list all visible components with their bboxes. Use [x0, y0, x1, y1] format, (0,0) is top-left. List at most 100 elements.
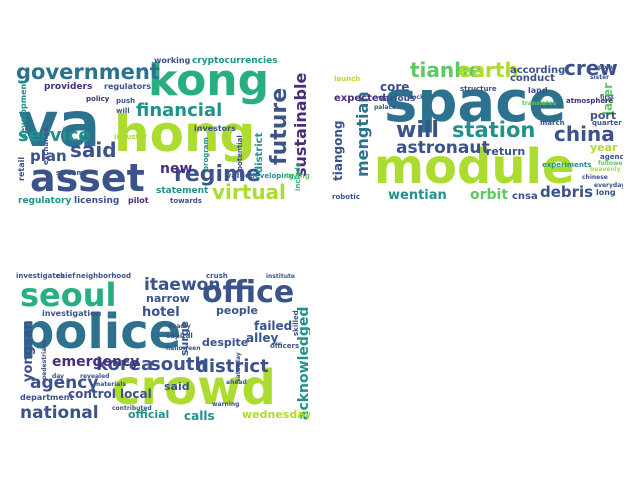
cloud-word: seoul [20, 276, 116, 314]
cloud-word: wednesday [242, 408, 310, 421]
cloud-word: debris [540, 183, 593, 201]
cloud-word: virtual [212, 180, 286, 204]
cloud-word: atmosphere [566, 97, 614, 105]
cloud-word: wentian [388, 188, 447, 203]
cloud-word: regulatory [18, 196, 71, 205]
cloud-word: retail [17, 157, 26, 181]
cloud-word: financial [136, 100, 222, 121]
cloud-word: contributed [112, 405, 152, 412]
word-cloud-2: space module tianhe earth crew station w… [328, 53, 623, 205]
cloud-word: calls [184, 409, 215, 422]
cloud-word: module [374, 139, 575, 195]
cloud-word: crowd [112, 360, 276, 416]
cloud-word: orbit [470, 187, 508, 203]
cloud-word: cnsa [512, 191, 538, 202]
cloud-word: kong [148, 55, 269, 106]
cloud-word: saturday [235, 352, 242, 382]
cloud-word: statement [156, 186, 209, 196]
cloud-word: day [52, 373, 64, 380]
cloud-word: surge [178, 321, 191, 356]
cloud-word: government [16, 60, 160, 84]
cloud-word: warning [212, 401, 239, 408]
cloud-word: district [196, 356, 269, 377]
cloud-word: earth [458, 58, 519, 82]
cloud-word: conduct [510, 73, 555, 84]
cloud-word: later [601, 83, 615, 115]
cloud-word: stream [56, 169, 84, 177]
cloud-word: providers [44, 82, 92, 92]
cloud-word: agency [600, 153, 623, 161]
cloud-word: crush [206, 272, 228, 280]
cloud-word: value [226, 171, 251, 180]
cloud-word: developing [250, 172, 294, 180]
cloud-word: alley [246, 331, 278, 345]
cloud-word: tianhe [410, 58, 482, 82]
cloud-word: heavenly [590, 166, 621, 173]
cloud-word: policy [86, 95, 110, 103]
cloud-word: translates [522, 100, 557, 107]
cloud-word: expected [334, 93, 386, 104]
cloud-word: plan [30, 147, 67, 165]
cloud-word: narrow [146, 292, 190, 305]
cloud-word: yongsan [21, 320, 36, 382]
cloud-word: exchange [42, 127, 50, 165]
cloud-word: core [380, 80, 409, 94]
cloud-word: first [600, 94, 614, 101]
cloud-word: halloween [166, 345, 201, 352]
cloud-word: capital [166, 332, 193, 340]
cloud-word: skilled [292, 310, 300, 336]
cloud-word: followed [598, 160, 623, 167]
cloud-word: agency [30, 373, 98, 393]
cloud-word: robotic [332, 193, 360, 201]
cloud-word: itaewon [144, 275, 220, 295]
cloud-word: regulators [104, 82, 151, 91]
cloud-word: china [554, 122, 615, 146]
cloud-word: korea [96, 354, 153, 375]
cloud-word: experiments [542, 161, 591, 169]
cloud-word: neighborhood [76, 272, 131, 280]
cloud-word: failed [254, 319, 292, 333]
cloud-word: launch [334, 75, 360, 83]
cloud-word: despite [202, 336, 248, 349]
cloud-word: push [116, 97, 135, 105]
cloud-word: land [528, 86, 548, 95]
cloud-word: office [202, 275, 294, 310]
cloud-word: asset [30, 156, 145, 200]
cloud-word: station [452, 118, 535, 142]
cloud-word: cryptocurrencies [192, 56, 278, 66]
cloud-word: police [20, 304, 181, 360]
cloud-word: control [68, 387, 116, 401]
cloud-word: south [150, 354, 207, 375]
word-cloud-3: police crowd seoul office itaewon korea … [16, 270, 310, 422]
cloud-word: acknowledged [296, 307, 310, 420]
cloud-word: licensing [74, 196, 119, 205]
word-cloud-2-svg: space module tianhe earth crew station w… [331, 56, 623, 203]
cloud-word: hotel [142, 305, 180, 320]
cloud-word: potential [236, 135, 244, 171]
cloud-word: investors [194, 124, 236, 133]
cloud-word: official [128, 408, 169, 421]
cloud-word: will [396, 118, 439, 143]
cloud-word: structure [460, 85, 497, 93]
word-cloud-3-svg: police crowd seoul office itaewon korea … [16, 272, 310, 422]
cloud-word: investigation [42, 309, 102, 318]
cloud-word: new [160, 161, 192, 177]
cloud-word: development [19, 80, 28, 139]
cloud-word: tiangong [331, 121, 345, 181]
cloud-word: national [20, 403, 99, 422]
cloud-word: include [294, 162, 302, 191]
cloud-word: port [590, 109, 616, 122]
cloud-word: dock [408, 94, 425, 101]
cloud-word: point [598, 64, 616, 71]
cloud-word: program [202, 137, 210, 171]
cloud-word: working [154, 56, 191, 65]
cloud-word: long [596, 188, 616, 197]
cloud-word: space [384, 70, 566, 135]
cloud-word: institute [266, 273, 295, 280]
cloud-word: hong [114, 105, 255, 163]
cloud-word: deadly [168, 323, 191, 330]
cloud-word: investigates [16, 272, 65, 280]
cloud-word: va [18, 88, 100, 161]
word-cloud-1-svg: hong va kong asset government financial … [16, 55, 310, 205]
cloud-word: march [540, 119, 565, 127]
